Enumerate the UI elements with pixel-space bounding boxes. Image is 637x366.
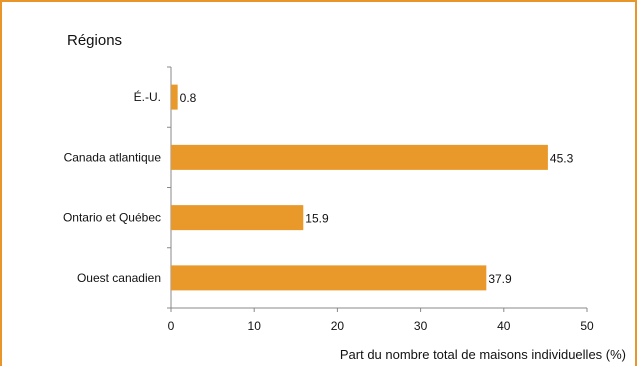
y-axis-title: Régions xyxy=(67,32,122,49)
category-label: Canada atlantique xyxy=(64,150,162,164)
bar xyxy=(171,265,487,291)
category-label: Ontario et Québec xyxy=(63,211,161,225)
plot-area: 0 10 20 30 40 50 É.-U. 0.8 Canada atlantique 45.3… xyxy=(63,66,594,333)
data-label: 37.9 xyxy=(488,272,512,286)
x-tick-label: 0 xyxy=(168,319,175,333)
bar xyxy=(171,144,548,170)
data-label: 45.3 xyxy=(550,151,574,165)
data-label: 0.8 xyxy=(180,91,197,105)
x-tick-label: 20 xyxy=(331,319,345,333)
x-axis-title: Part du nombre total de maisons individu… xyxy=(340,347,626,362)
category-label: Ouest canadien xyxy=(77,271,161,285)
bar xyxy=(171,205,304,231)
data-label: 15.9 xyxy=(305,212,329,226)
x-tick-label: 40 xyxy=(497,319,511,333)
x-tick-label: 10 xyxy=(248,319,262,333)
bar xyxy=(171,84,178,110)
x-tick-label: 50 xyxy=(580,319,594,333)
category-label: É.-U. xyxy=(134,89,161,104)
x-tick-label: 30 xyxy=(414,319,428,333)
